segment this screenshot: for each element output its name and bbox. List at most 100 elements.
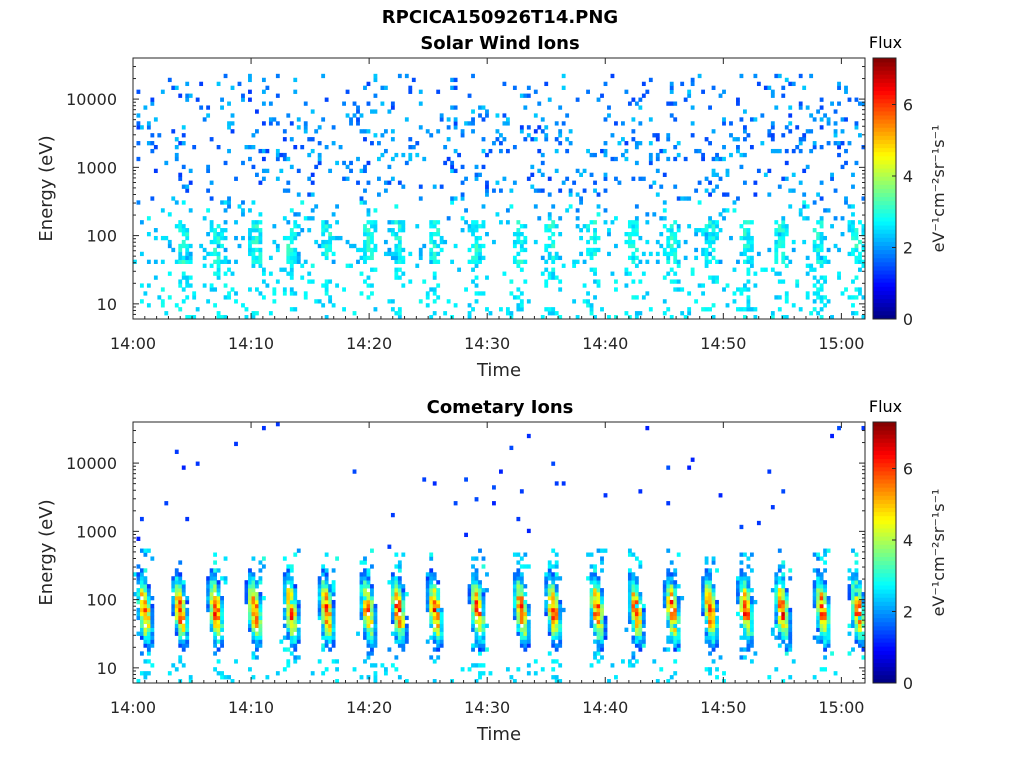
spectrogram-cell xyxy=(460,133,465,138)
spectrogram-cell xyxy=(300,263,305,268)
spectrogram-cell xyxy=(370,596,374,601)
spectrogram-cell xyxy=(185,255,190,261)
spectrogram-cell xyxy=(655,679,660,684)
spectrogram-cell xyxy=(627,603,632,609)
spectrogram-cell xyxy=(234,659,238,664)
spectrogram-cell xyxy=(575,208,580,213)
spectrogram-cell xyxy=(624,232,629,237)
spectrogram-cell xyxy=(363,580,367,585)
spectrogram-cell xyxy=(777,635,782,640)
spectrogram-cell xyxy=(509,315,514,320)
spectrogram-cell xyxy=(697,283,702,288)
spectrogram-cell xyxy=(666,679,671,684)
spectrogram-cell xyxy=(139,623,144,628)
spectrogram-cell xyxy=(335,204,340,209)
spectrogram-cell xyxy=(781,232,786,237)
colorbar-step xyxy=(873,70,896,75)
spectrogram-cell xyxy=(255,580,259,585)
spectrogram-cell xyxy=(366,180,371,185)
spectrogram-cell xyxy=(429,635,434,640)
spectrogram-cell xyxy=(478,251,482,257)
spectrogram-cell xyxy=(321,607,326,613)
spectrogram-cell xyxy=(526,663,531,668)
spectrogram-cell xyxy=(861,623,866,628)
spectrogram-cell xyxy=(143,635,148,640)
spectrogram-cell xyxy=(833,133,838,138)
spectrogram-cell xyxy=(390,615,395,621)
spectrogram-cell xyxy=(401,599,406,605)
spectrogram-cell xyxy=(213,580,218,585)
spectrogram-cell xyxy=(418,251,423,257)
spectrogram-cell xyxy=(383,180,388,185)
spectrogram-cell xyxy=(634,631,639,636)
spectrogram-cell xyxy=(457,152,462,158)
spectrogram-cell xyxy=(359,247,364,253)
spectrogram-cell xyxy=(328,607,333,613)
spectrogram-cell xyxy=(819,145,824,150)
spectrogram-cell xyxy=(499,188,503,193)
spectrogram-cell xyxy=(209,220,214,225)
spectrogram-cell xyxy=(363,228,367,233)
spectrogram-cell xyxy=(296,192,301,197)
spectrogram-cell xyxy=(631,599,636,605)
spectrogram-cell xyxy=(554,251,559,257)
spectrogram-cell xyxy=(174,611,179,617)
colorbar-step xyxy=(873,470,896,476)
spectrogram-cell xyxy=(812,291,817,296)
spectrogram-cell xyxy=(708,192,712,197)
spectrogram-cell xyxy=(363,560,367,565)
spectrogram-cell xyxy=(704,592,709,597)
spectrogram-cell xyxy=(631,259,636,264)
spectrogram-cell xyxy=(248,89,252,94)
spectrogram-cell xyxy=(816,619,821,625)
spectrogram-cell xyxy=(586,224,590,229)
spectrogram-cell xyxy=(749,145,754,150)
spectrogram-cell xyxy=(370,611,374,617)
colorbar-step xyxy=(873,646,896,651)
spectrogram-cell xyxy=(143,599,148,605)
spectrogram-cell xyxy=(631,279,636,284)
spectrogram-cell xyxy=(181,584,186,589)
spectrogram-cell xyxy=(777,596,782,601)
colorbar-step xyxy=(873,507,896,513)
spectrogram-cell xyxy=(136,121,141,126)
spectrogram-cell xyxy=(819,635,824,640)
spectrogram-cell xyxy=(784,592,789,597)
spectrogram-cell xyxy=(826,611,831,617)
spectrogram-cell xyxy=(847,251,852,257)
spectrogram-cell xyxy=(788,204,793,209)
colorbar-tick-label: 2 xyxy=(903,238,913,257)
spectrogram-cell xyxy=(704,576,709,581)
spectrogram-cell xyxy=(209,224,214,229)
spectrogram-cell xyxy=(596,247,601,253)
spectrogram-cell xyxy=(666,607,671,613)
spectrogram-cell xyxy=(715,152,719,158)
spectrogram-cell xyxy=(854,247,859,253)
spectrogram-cell xyxy=(523,564,528,569)
colorbar-units: eV⁻¹cm⁻²sr⁻¹s⁻¹ xyxy=(929,489,948,617)
spectrogram-cell xyxy=(516,576,521,581)
colorbar-step xyxy=(873,483,896,488)
spectrogram-cell xyxy=(586,239,590,245)
spectrogram-cell xyxy=(854,121,859,126)
spectrogram-cell xyxy=(739,291,744,296)
spectrogram-cell xyxy=(743,235,747,241)
spectrogram-cell xyxy=(418,247,423,253)
spectrogram-cell xyxy=(861,315,866,320)
spectrogram-cell xyxy=(634,580,639,585)
spectrogram-cell xyxy=(526,93,531,98)
spectrogram-cell xyxy=(324,239,329,245)
spectrogram-cell xyxy=(610,663,615,668)
spectrogram-cell xyxy=(401,247,406,253)
spectrogram-cell xyxy=(673,220,678,225)
spectrogram-cell xyxy=(586,247,590,253)
spectrogram-cell xyxy=(648,141,653,146)
spectrogram-cell xyxy=(784,295,789,300)
spectrogram-cell xyxy=(861,635,866,640)
spectrogram-cell xyxy=(666,243,671,249)
x-axis-label: Time xyxy=(476,724,521,745)
spectrogram-cell xyxy=(683,255,688,261)
spectrogram-cell xyxy=(711,232,716,237)
spectrogram-cell xyxy=(321,220,326,225)
spectrogram-cell xyxy=(296,548,301,553)
